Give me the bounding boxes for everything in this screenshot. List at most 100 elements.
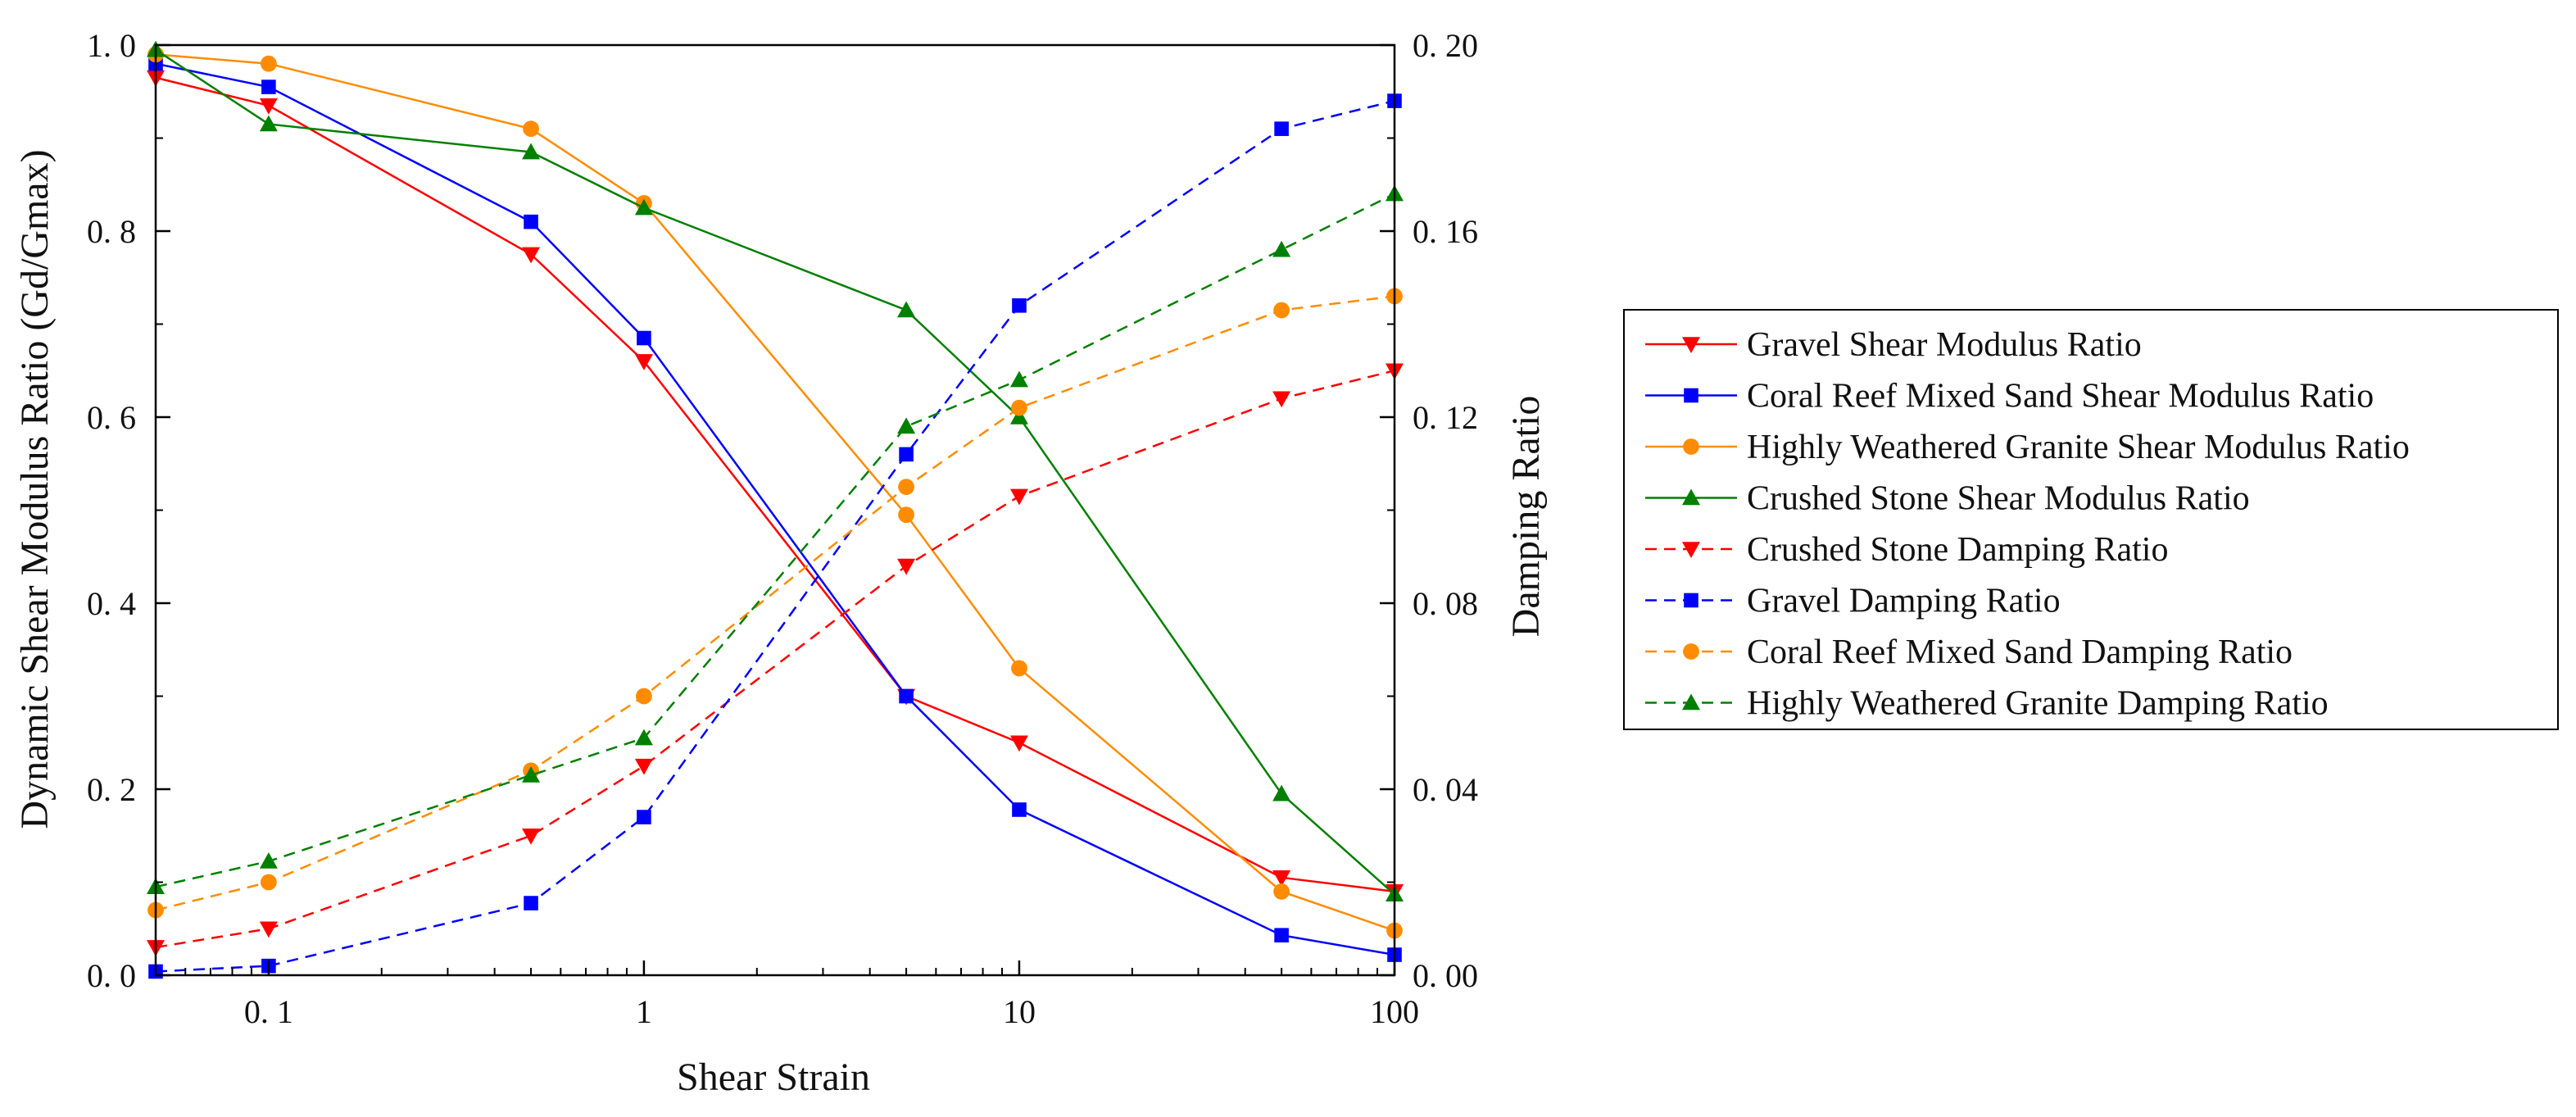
data-point (1273, 302, 1290, 319)
data-point (259, 851, 278, 869)
data-point (637, 810, 651, 824)
y-right-tick-label: 0. 04 (1413, 771, 1478, 808)
data-point (1274, 121, 1289, 136)
data-point (522, 828, 541, 845)
series-5 (147, 363, 1404, 956)
data-point (634, 354, 653, 370)
data-point (523, 120, 539, 138)
data-point (1272, 870, 1291, 887)
data-point (1009, 735, 1028, 752)
x-axis-title: Shear Strain (677, 1056, 870, 1099)
legend-marker (1683, 643, 1699, 660)
legend-marker (1682, 337, 1700, 353)
legend-marker (1683, 438, 1699, 455)
legend-marker (1682, 542, 1700, 558)
data-point (1009, 408, 1028, 425)
legend-item: Crushed Stone Damping Ratio (1645, 531, 2168, 569)
legend-label: Highly Weathered Granite Damping Ratio (1747, 685, 2329, 723)
y-left-tick-label: 0. 2 (87, 771, 136, 808)
data-point (522, 247, 541, 264)
y-right-tick-label: 0. 00 (1413, 957, 1478, 994)
data-point (1011, 660, 1027, 677)
legend-label: Highly Weathered Granite Shear Modulus R… (1747, 429, 2410, 466)
data-point (1274, 928, 1289, 942)
series-4 (147, 40, 1404, 902)
data-point (524, 896, 538, 910)
data-point (1273, 883, 1290, 900)
legend-label: Gravel Shear Modulus Ratio (1747, 326, 2142, 364)
series-line (155, 99, 1395, 973)
data-point (1272, 391, 1291, 408)
legend-marker (1682, 693, 1700, 711)
y-axis-right-title: Damping Ratio (1504, 396, 1548, 638)
plot-frame (154, 43, 1396, 977)
y-axis-left-title: Dynamic Shear Modulus Ratio (Gd/Gmax) (13, 149, 57, 829)
y-right-tick-label: 0. 20 (1413, 27, 1478, 64)
legend-item: Gravel Damping Ratio (1645, 583, 2061, 620)
y-right-tick-label: 0. 16 (1413, 213, 1478, 250)
data-point (260, 55, 277, 72)
data-point (259, 98, 278, 115)
legend-box (1623, 309, 2559, 730)
data-point (259, 115, 278, 132)
legend-item: Coral Reef Mixed Sand Shear Modulus Rati… (1645, 378, 2374, 415)
legend-label: Crushed Stone Shear Modulus Ratio (1747, 480, 2250, 518)
y-left-tick-label: 0. 8 (87, 213, 136, 250)
y-left-tick-label: 0. 6 (87, 399, 136, 436)
y-right-tick-label: 0. 08 (1413, 585, 1478, 622)
series-line (155, 370, 1395, 949)
data-point (634, 758, 653, 775)
series-line (155, 48, 1395, 896)
x-tick-label: 10 (1003, 993, 1036, 1030)
x-tick-label: 100 (1370, 993, 1419, 1030)
y-left-tick-label: 1. 0 (87, 27, 136, 64)
legend-item: Highly Weathered Granite Shear Modulus R… (1645, 429, 2410, 466)
series-7 (147, 288, 1403, 919)
data-point (899, 447, 914, 462)
y-right-tick-label: 0. 12 (1413, 399, 1478, 436)
series-line (155, 193, 1395, 888)
data-point (260, 874, 277, 891)
series-8 (147, 184, 1404, 894)
data-point (259, 921, 278, 938)
legend-item: Crushed Stone Shear Modulus Ratio (1645, 480, 2250, 518)
data-point (899, 688, 914, 704)
data-point (1012, 802, 1027, 817)
legend-marker (1684, 593, 1698, 608)
legend-label: Coral Reef Mixed Sand Shear Modulus Rati… (1747, 378, 2374, 415)
data-point (524, 214, 538, 229)
data-point (897, 301, 916, 318)
axes-layer: 0. 1 1 10 100 0. 0 0. 2 0. 4 0. 6 0. 8 1. 0 0. 00 0… (87, 27, 1478, 1030)
series-line (155, 62, 1395, 956)
data-point (522, 143, 541, 160)
data-point (1009, 488, 1028, 506)
series-1 (147, 70, 1404, 901)
legend-item: Gravel Shear Modulus Ratio (1645, 326, 2142, 364)
data-point (1272, 240, 1291, 257)
data-point (636, 688, 652, 705)
data-point (1011, 399, 1027, 416)
series-layer (147, 40, 1404, 979)
x-tick-label: 0. 1 (244, 993, 293, 1030)
data-point (261, 79, 276, 94)
y-left-tick-label: 0. 0 (87, 957, 136, 994)
legend-label: Crushed Stone Damping Ratio (1747, 531, 2168, 569)
data-point (1272, 784, 1291, 801)
data-point (897, 558, 916, 575)
legend: Gravel Shear Modulus Ratio Coral Reef Mix… (1623, 309, 2559, 730)
series-2 (148, 56, 1402, 962)
data-point (637, 330, 651, 346)
series-line (155, 53, 1395, 932)
x-tick-label: 1 (636, 993, 652, 1030)
data-point (634, 198, 653, 216)
data-point (1009, 370, 1028, 388)
data-point (898, 479, 914, 496)
data-point (634, 729, 653, 746)
legend-item: Highly Weathered Granite Damping Ratio (1645, 685, 2329, 723)
data-point (898, 506, 914, 524)
series-3 (147, 46, 1403, 939)
series-line (155, 76, 1395, 893)
series-line (155, 295, 1395, 911)
legend-label: Gravel Damping Ratio (1747, 583, 2061, 620)
